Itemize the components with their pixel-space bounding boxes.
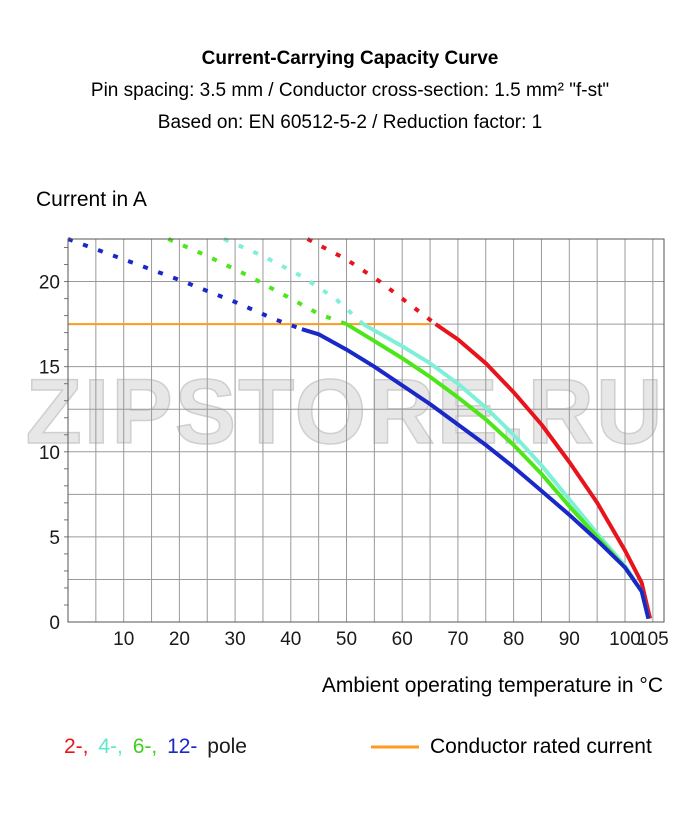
chart-subtitle-1: Pin spacing: 3.5 mm / Conductor cross-se… (91, 80, 609, 101)
watermark: ZIPSTORE.RU (26, 361, 665, 463)
series-2--solid (434, 322, 653, 620)
legend-2-pole: 2-, (64, 735, 89, 758)
legend-12-pole: 12- (167, 735, 197, 758)
chart-title: Current-Carrying Capacity Curve (202, 48, 499, 69)
plot-frame (67, 238, 665, 623)
legend-4-pole: 4-, (98, 735, 123, 758)
x-axis-label: Ambient operating temperature in °C (322, 674, 663, 697)
x-tick-label: 20 (169, 629, 190, 650)
x-tick-label: 105 (637, 629, 669, 650)
series-12--solid (301, 327, 651, 620)
x-tick-label: 90 (559, 629, 580, 650)
x-tick-label: 60 (392, 629, 413, 650)
y-axis-label: Current in A (36, 188, 147, 211)
curves (67, 237, 653, 620)
series-2--dashed (306, 237, 437, 326)
legend-rated-label: Conductor rated current (430, 735, 652, 758)
legend-poles: 2-, 4-, 6-, 12- pole (64, 735, 247, 758)
x-tick-label: 40 (280, 629, 301, 650)
x-tick-label: 70 (447, 629, 468, 650)
y-tick-label: 5 (49, 528, 60, 549)
x-tick-label: 10 (113, 629, 134, 650)
x-tick-label: 100 (609, 629, 641, 650)
x-tick-label: 50 (336, 629, 357, 650)
legend-pole-word: pole (207, 735, 247, 758)
series-6--dashed (167, 237, 348, 326)
chart-subtitle-2: Based on: EN 60512-5-2 / Reduction facto… (158, 112, 542, 133)
y-tick-label: 0 (49, 613, 60, 634)
x-tick-label: 80 (503, 629, 524, 650)
series-12--dashed (67, 237, 303, 332)
y-tick-label: 20 (39, 273, 60, 294)
x-tick-label: 30 (225, 629, 246, 650)
legend-6-pole: 6-, (133, 735, 158, 758)
y-tick-label: 15 (39, 358, 60, 379)
y-tick-label: 10 (39, 443, 60, 464)
